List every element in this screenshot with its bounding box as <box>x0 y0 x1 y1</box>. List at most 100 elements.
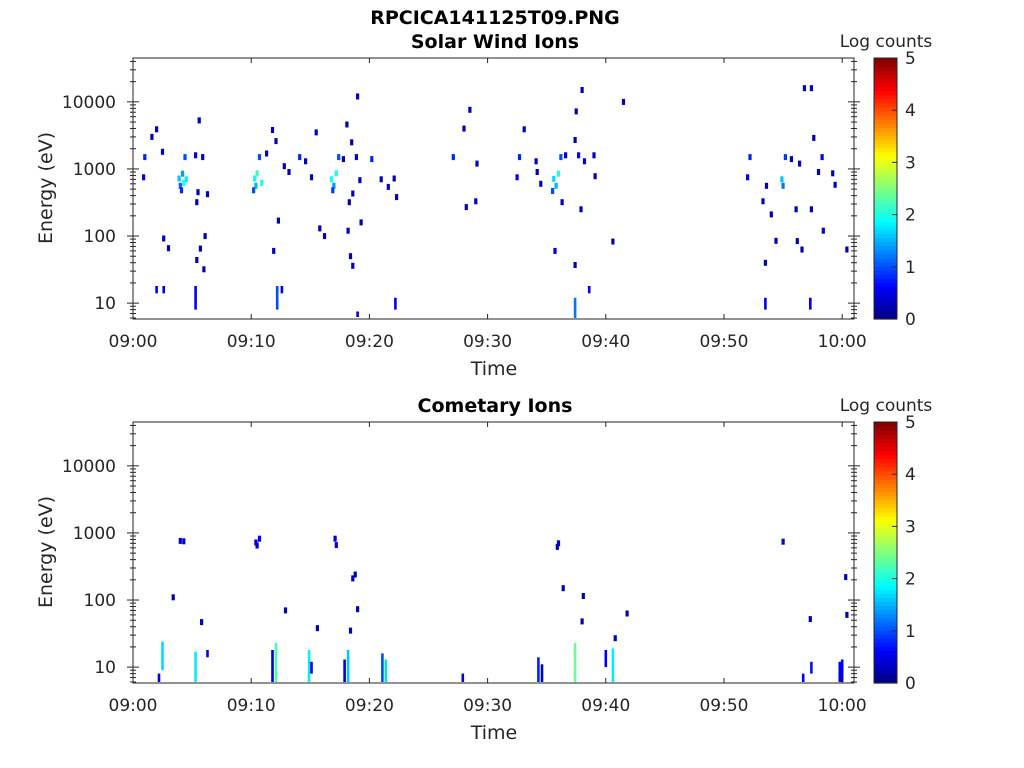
solar-wind-x-tick-label: 10:00 <box>818 332 867 352</box>
cometary-colorbar-segment <box>874 589 897 594</box>
solar-wind-colorbar-segment <box>874 212 897 218</box>
solar-wind-count-cell <box>573 262 577 268</box>
solar-wind-y-label: Energy (eV) <box>35 132 57 244</box>
solar-wind-count-cell <box>462 125 466 132</box>
solar-wind-count-cell <box>451 154 455 161</box>
cometary-colorbar-segment <box>874 540 897 545</box>
solar-wind-count-cell <box>183 154 187 161</box>
solar-wind-colorbar-segment <box>874 147 897 153</box>
solar-wind-count-cell <box>195 199 199 206</box>
solar-wind-count-cell <box>535 169 539 175</box>
solar-wind-count-streak <box>809 297 812 310</box>
cometary-count-cell <box>178 537 182 544</box>
solar-wind-colorbar-segment <box>874 274 897 279</box>
solar-wind-plot-area <box>133 58 854 319</box>
solar-wind-count-cell <box>160 148 165 155</box>
cometary-count-streak <box>310 661 313 674</box>
solar-wind-count-cell <box>143 154 147 161</box>
solar-wind-colorbar-segment <box>874 237 897 243</box>
cometary-colorbar-segment <box>874 491 897 497</box>
solar-wind-count-cell <box>195 257 199 263</box>
solar-wind-colorbar-segment <box>874 135 897 141</box>
cometary-count-streak <box>271 650 274 682</box>
cometary-colorbar-segment <box>874 601 897 607</box>
cometary-colorbar-segment <box>874 532 897 537</box>
cometary-colorbar-segment <box>874 454 897 460</box>
solar-wind-count-cell <box>800 246 804 253</box>
solar-wind-colorbar-segment <box>874 253 897 259</box>
solar-wind-count-cell <box>202 266 206 273</box>
solar-wind-count-streak <box>194 286 197 310</box>
cometary-colorbar-segment <box>874 564 897 570</box>
solar-wind-x-tick-label: 09:10 <box>227 332 276 352</box>
solar-wind-count-cell <box>515 174 519 181</box>
solar-wind-count-streak <box>573 297 577 318</box>
solar-wind-colorbar-segment <box>874 306 897 312</box>
cometary-y-tick-label: 10 <box>94 658 116 678</box>
cometary-colorbar-segment <box>874 450 897 456</box>
cometary-count-cell <box>334 542 338 549</box>
solar-wind-count-cell <box>611 238 615 245</box>
cometary-colorbar-segment <box>874 638 897 643</box>
cometary-colorbar-tick-label: 4 <box>905 465 916 485</box>
cometary-count-cell <box>581 593 585 599</box>
solar-wind-colorbar-segment <box>874 217 897 222</box>
solar-wind-colorbar-segment <box>874 94 897 100</box>
solar-wind-count-cell <box>474 198 478 205</box>
solar-wind-count-streak <box>162 286 165 294</box>
solar-wind-count-cell <box>270 127 275 133</box>
cometary-count-streak <box>838 661 842 682</box>
cometary-colorbar-segment <box>874 495 897 501</box>
solar-wind-count-cell <box>379 176 383 183</box>
solar-wind-count-cell <box>304 158 308 165</box>
solar-wind-colorbar-segment <box>874 265 897 271</box>
cometary-count-cell <box>580 618 584 625</box>
solar-wind-colorbar-segment <box>874 70 897 75</box>
solar-wind-colorbar-segment <box>874 278 897 283</box>
cometary-colorbar-segment <box>874 662 897 668</box>
cometary-colorbar-segment <box>874 442 897 448</box>
solar-wind-colorbar-segment <box>874 176 897 181</box>
solar-wind-colorbar-segment <box>874 245 897 251</box>
cometary-colorbar-segment <box>874 515 897 521</box>
solar-wind-colorbar-frame <box>873 57 898 320</box>
cometary-count-streak <box>157 673 161 682</box>
solar-wind-x-label: Time <box>470 358 518 380</box>
solar-wind-count-cell <box>795 238 799 245</box>
solar-wind-x-tick-label: 09:40 <box>581 332 630 352</box>
solar-wind-colorbar-segment <box>874 62 897 67</box>
solar-wind-count-cell <box>577 152 581 159</box>
cometary-x-tick-label: 09:10 <box>227 696 276 716</box>
solar-wind-colorbar-segment <box>874 286 897 292</box>
solar-wind-count-cell <box>198 245 202 252</box>
solar-wind-count-cell <box>346 227 350 234</box>
cometary-colorbar-segment <box>874 552 897 558</box>
cometary-colorbar-tick-label: 3 <box>905 517 916 537</box>
cometary-colorbar-segment <box>874 572 897 578</box>
solar-wind-title: Solar Wind Ions <box>411 31 579 53</box>
cometary-colorbar-segment <box>874 422 897 427</box>
solar-wind-count-cell <box>274 138 278 145</box>
cometary-colorbar-segment <box>874 581 897 586</box>
solar-wind-count-cell <box>265 150 269 157</box>
cometary-count-cell <box>844 574 848 581</box>
cometary-y-ticks: 10 100 1000 10000 <box>62 424 860 683</box>
cometary-colorbar-segment <box>874 568 897 574</box>
cometary-colorbar-segment <box>874 470 897 476</box>
solar-wind-count-streak <box>764 297 767 310</box>
solar-wind-colorbar-segment <box>874 127 897 133</box>
cometary-colorbar-segment <box>874 483 897 488</box>
cometary-colorbar-segment <box>874 617 897 623</box>
solar-wind-colorbar-segment <box>874 123 897 128</box>
solar-wind-count-cell <box>592 152 596 159</box>
solar-wind-colorbar-segment <box>874 90 897 96</box>
solar-wind-colorbar-segment <box>874 106 897 112</box>
solar-wind-count-cell <box>746 174 750 181</box>
cometary-colorbar-segment <box>874 528 897 533</box>
cometary-y-label: Energy (eV) <box>35 496 57 608</box>
solar-wind-colorbar-segment <box>874 192 897 198</box>
solar-wind-marks <box>142 85 849 318</box>
solar-wind-colorbar-segment <box>874 257 897 263</box>
